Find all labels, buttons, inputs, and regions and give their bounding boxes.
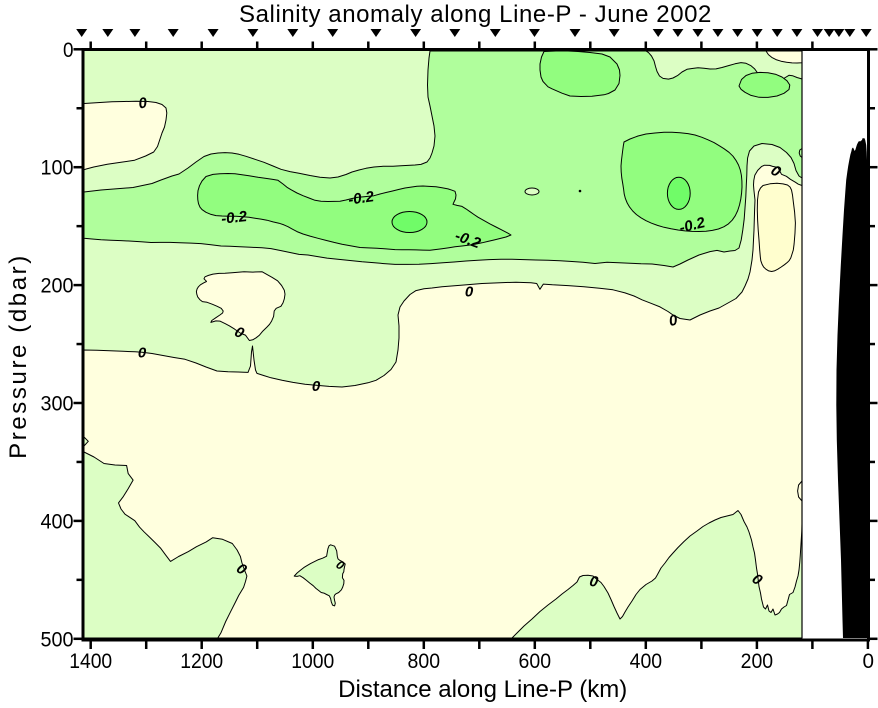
svg-text:Pressure (dbar): Pressure (dbar) [5, 253, 32, 459]
svg-text:100: 100 [41, 157, 74, 180]
svg-text:0: 0 [63, 39, 74, 62]
svg-text:-0.2: -0.2 [347, 188, 376, 209]
svg-text:1200: 1200 [180, 650, 223, 673]
svg-text:400: 400 [630, 650, 663, 673]
svg-text:1400: 1400 [69, 650, 112, 673]
svg-text:500: 500 [41, 628, 74, 651]
svg-text:Distance along Line-P (km): Distance along Line-P (km) [338, 676, 627, 703]
svg-text:0: 0 [465, 283, 474, 300]
svg-text:300: 300 [41, 393, 74, 416]
svg-text:1000: 1000 [291, 650, 334, 673]
svg-text:800: 800 [408, 650, 441, 673]
svg-text:400: 400 [41, 510, 74, 533]
svg-text:200: 200 [41, 275, 74, 298]
svg-text:-0.2: -0.2 [220, 208, 248, 228]
svg-text:200: 200 [741, 650, 774, 673]
svg-text:0: 0 [668, 312, 680, 330]
svg-text:0: 0 [863, 650, 875, 673]
svg-text:Salinity anomaly along Line-P: Salinity anomaly along Line-P - June 200… [239, 1, 712, 28]
svg-text:0: 0 [312, 378, 321, 395]
svg-text:0: 0 [138, 344, 147, 361]
svg-text:0: 0 [137, 94, 148, 112]
svg-text:600: 600 [519, 650, 552, 673]
svg-text:-0.2: -0.2 [678, 214, 708, 237]
